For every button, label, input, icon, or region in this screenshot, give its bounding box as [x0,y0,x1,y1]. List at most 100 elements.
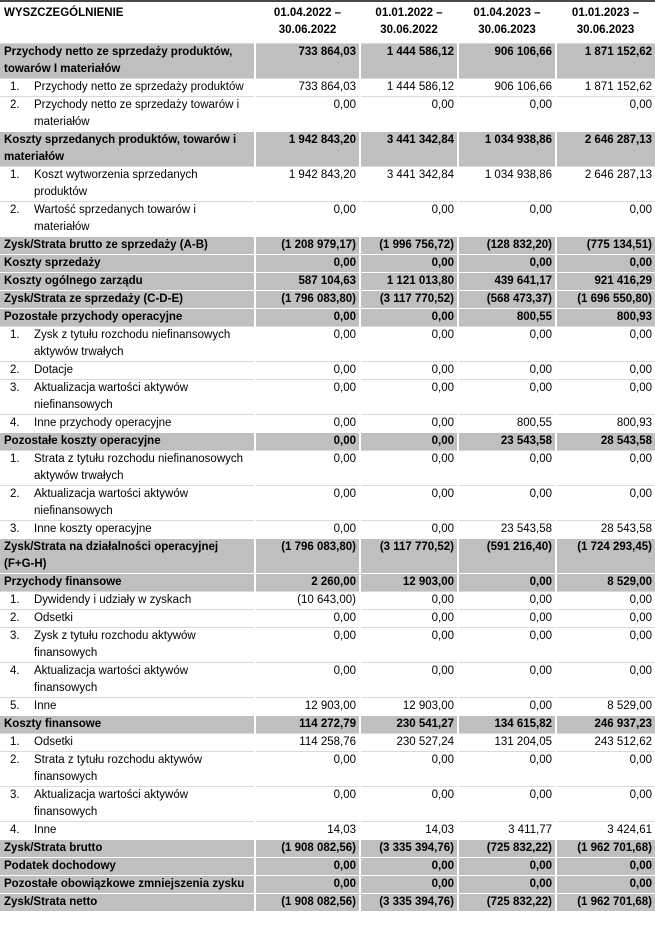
value-cell: 3 441 342,84 [359,166,458,202]
section-row: Podatek dochodowy 0,00 0,00 0,00 0,00 [0,857,655,876]
value-cell: 0,00 [555,361,655,380]
value-cell: 134 615,82 [457,715,556,734]
value-cell: 0,00 [555,254,655,273]
section-row: Pozostałe obowiązkowe zmniejszenia zysku… [0,875,655,894]
item-label: Przychody netto ze sprzedaży produktów [34,81,244,93]
value-cell: 0,00 [457,627,556,663]
value-cell: (591 216,40) [457,538,556,574]
row-label: 1. Zysk z tytułu rozchodu niefinansowych … [0,327,255,362]
row-label: 2. Dotacje [0,362,255,380]
value-cell: 14,03 [359,821,458,840]
value-cell: 0,00 [254,432,360,451]
value-cell: 0,00 [254,857,360,876]
value-cell: 0,00 [555,96,655,132]
item-row: 2. Dotacje 0,00 0,00 0,00 0,00 [0,361,655,380]
value-cell: 0,00 [555,379,655,415]
item-number: 2. [10,754,20,766]
row-label: 1. Strata z tytułu rozchodu niefinanosowy… [0,451,255,486]
value-cell: (3 117 770,52) [359,538,458,574]
row-label: 1. Odsetki [0,734,255,752]
row-label: Koszty sprzedaży [4,257,101,269]
value-cell: 439 641,17 [457,272,556,291]
value-cell: 0,00 [359,627,458,663]
column-header-period-2: 01.01.2022 – 30.06.2022 [375,7,443,36]
value-cell: 0,00 [359,308,458,327]
item-row: 1. Odsetki 114 258,76 230 527,24 131 204,05 2… [0,733,655,752]
item-number: 4. [10,824,20,836]
item-row: 2. Przychody netto ze sprzedaży towarów i… [0,96,655,132]
value-cell: 0,00 [555,591,655,610]
item-label: Aktualizacja wartości aktywów finansowyc… [34,665,189,694]
value-cell: 1 444 586,12 [359,43,458,79]
value-cell: 0,00 [254,414,360,433]
item-row: 1. Przychody netto ze sprzedaży produktów… [0,78,655,97]
item-row: 3. Aktualizacja wartości aktywów niefinan… [0,379,655,415]
value-cell: 0,00 [359,432,458,451]
item-label: Inne koszty operacyjne [34,523,152,535]
value-cell: 0,00 [457,697,556,716]
item-row: 1. Zysk z tytułu rozchodu niefinansowych … [0,326,655,362]
column-header-period-3: 01.04.2023 – 30.06.2023 [473,7,541,36]
item-label: Dotacje [34,364,73,376]
value-cell: 0,00 [457,591,556,610]
value-cell: 1 942 843,20 [254,166,360,202]
item-row: 2. Odsetki 0,00 0,00 0,00 0,00 [0,609,655,628]
value-cell: 0,00 [555,751,655,787]
value-cell: 23 543,58 [457,432,556,451]
item-number: 2. [10,488,20,500]
value-cell: 0,00 [254,450,360,486]
value-cell: 1 444 586,12 [359,78,458,97]
item-row: 4. Aktualizacja wartości aktywów finansow… [0,662,655,698]
item-label: Strata z tytułu rozchodu aktywów finanso… [34,754,203,783]
value-cell: 0,00 [457,786,556,822]
item-label: Wartość sprzedanych towarów i materiałów [34,204,196,233]
value-cell: 0,00 [359,326,458,362]
row-label: 1. Przychody netto ze sprzedaży produktów [0,79,255,97]
item-row: 3. Aktualizacja wartości aktywów finansow… [0,786,655,822]
value-cell: 0,00 [359,379,458,415]
row-label: Koszty sprzedanych produktów, towarów i … [4,134,237,163]
value-cell: 0,00 [254,520,360,539]
value-cell: 0,00 [359,591,458,610]
financial-statement-table: WYSZCZEGÓLNIENIE 01.04.2022 – 30.06.2022… [0,0,655,911]
value-cell: 1 871 152,62 [555,43,655,79]
value-cell: 800,93 [555,308,655,327]
item-row: 2. Strata z tytułu rozchodu aktywów finan… [0,751,655,787]
item-label: Przychody netto ze sprzedaży towarów i m… [34,99,240,128]
value-cell: 0,00 [457,96,556,132]
value-cell: 0,00 [254,254,360,273]
item-label: Inne [34,824,57,836]
value-cell: 587 104,63 [254,272,360,291]
column-header-period-1: 01.04.2022 – 30.06.2022 [273,7,342,36]
value-cell: 0,00 [457,254,556,273]
value-cell: 0,00 [254,361,360,380]
item-number: 3. [10,523,20,535]
value-cell: 0,00 [457,450,556,486]
item-row: 2. Aktualizacja wartości aktywów niefinan… [0,485,655,521]
value-cell: 0,00 [254,485,360,521]
value-cell: 0,00 [555,485,655,521]
row-label: Pozostałe przychody operacyjne [4,311,183,323]
value-cell: 0,00 [457,201,556,237]
value-cell: 1 942 843,20 [254,131,360,167]
value-cell: 0,00 [457,573,556,592]
value-cell: 733 864,03 [254,78,360,97]
row-label: Podatek dochodowy [4,860,116,872]
value-cell: 230 541,27 [359,715,458,734]
item-label: Koszt wytworzenia sprzedanych produktów [34,169,198,198]
item-number: 1. [10,594,20,606]
value-cell: 8 529,00 [555,573,655,592]
value-cell: 8 529,00 [555,697,655,716]
row-label: Koszty finansowe [4,718,102,730]
section-row: Pozostałe koszty operacyjne 0,00 0,00 23 54… [0,432,655,451]
value-cell: (725 832,22) [457,839,556,858]
item-row: 2. Wartość sprzedanych towarów i materiał… [0,201,655,237]
item-label: Aktualizacja wartości aktywów niefinanso… [34,382,189,411]
value-cell: 0,00 [359,520,458,539]
value-cell: 0,00 [254,96,360,132]
value-cell: 906 106,66 [457,43,556,79]
value-cell: 243 512,62 [555,733,655,752]
value-cell: 0,00 [555,627,655,663]
value-cell: (128 832,20) [457,236,556,255]
value-cell: (10 643,00) [254,591,360,610]
